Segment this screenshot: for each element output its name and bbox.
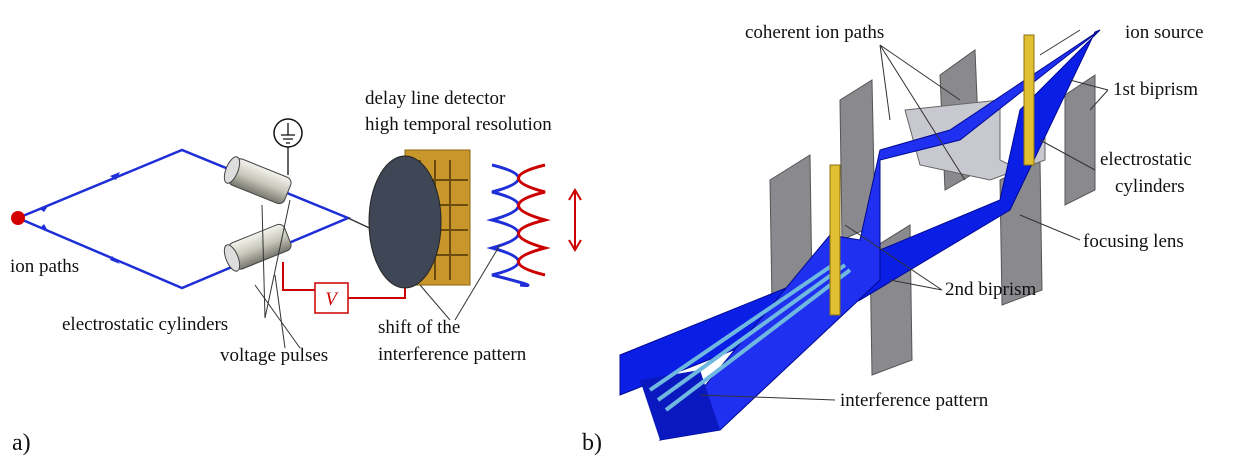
voltage-symbol: V (325, 289, 339, 310)
label: electrostatic (1100, 149, 1192, 170)
label: shift of the (378, 317, 460, 338)
label: interference pattern (378, 344, 527, 365)
leader (254, 199, 501, 349)
label: high temporal resolution (365, 114, 552, 135)
panel-label: a) (12, 430, 31, 456)
leader (699, 29, 1109, 401)
beam-end (640, 370, 720, 440)
arrow (40, 224, 48, 231)
label: 2nd biprism (945, 279, 1037, 300)
cylinder (223, 156, 292, 205)
ground-symbol (281, 123, 295, 175)
label: 1st biprism (1113, 79, 1198, 100)
shift-arrow (568, 188, 582, 252)
cylinder (223, 223, 292, 272)
panel-label: b) (582, 430, 602, 456)
label: focusing lens (1083, 231, 1184, 252)
label: ion source (1125, 22, 1204, 43)
panel-b: coherent ion paths ion source 1st bipris… (582, 22, 1204, 456)
arrow (110, 172, 120, 180)
detector-plate (368, 155, 442, 289)
label: coherent ion paths (745, 22, 884, 43)
label: ion paths (10, 256, 79, 277)
label: interference pattern (840, 390, 989, 411)
pattern (648, 258, 852, 412)
rod (829, 164, 841, 316)
arrow (40, 206, 48, 212)
wave (517, 163, 551, 277)
beam (619, 29, 1101, 396)
ion-source (11, 211, 25, 225)
arrow (110, 256, 120, 264)
label: delay line detector (365, 88, 506, 109)
plate (1064, 74, 1096, 206)
rod (1023, 34, 1035, 166)
label: electrostatic cylinders (62, 314, 228, 335)
wave (486, 163, 530, 287)
voltage-box (314, 282, 349, 314)
panel-a: V delay line detector high temporal reso… (10, 88, 582, 456)
label: voltage pulses (220, 345, 328, 366)
label: cylinders (1115, 176, 1185, 197)
